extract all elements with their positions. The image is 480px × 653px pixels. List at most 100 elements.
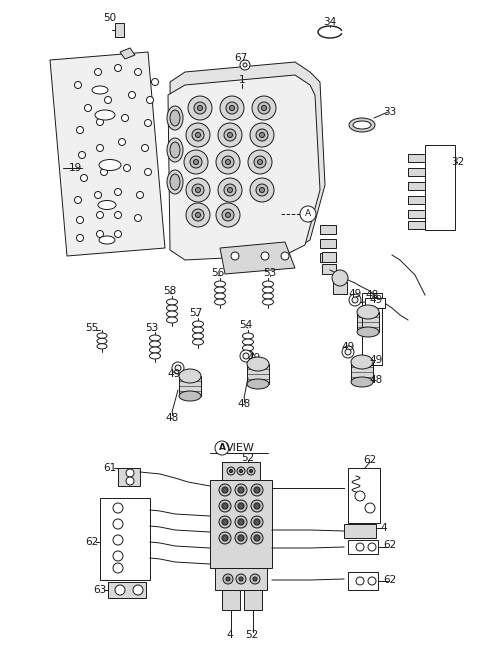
Text: 49: 49	[348, 289, 361, 299]
Text: 49: 49	[370, 355, 383, 365]
Ellipse shape	[215, 293, 226, 299]
Ellipse shape	[242, 333, 253, 339]
Text: 1: 1	[239, 75, 245, 85]
Circle shape	[247, 467, 255, 475]
Text: 62: 62	[85, 537, 98, 547]
Ellipse shape	[167, 138, 183, 162]
Circle shape	[144, 119, 152, 127]
Circle shape	[113, 503, 123, 513]
Text: 58: 58	[163, 286, 177, 296]
Bar	[408, 168, 425, 176]
Circle shape	[96, 231, 104, 238]
Circle shape	[248, 150, 272, 174]
Circle shape	[226, 159, 230, 165]
Text: 48: 48	[238, 399, 251, 409]
Bar	[115, 23, 124, 37]
Text: 53: 53	[264, 268, 276, 278]
Ellipse shape	[170, 174, 180, 190]
Text: 34: 34	[324, 17, 336, 27]
Bar	[333, 282, 347, 294]
Circle shape	[250, 178, 274, 202]
Circle shape	[254, 487, 260, 493]
Circle shape	[113, 535, 123, 545]
Ellipse shape	[92, 86, 108, 94]
Circle shape	[81, 174, 87, 182]
Text: 62: 62	[384, 575, 396, 585]
Circle shape	[186, 178, 210, 202]
Circle shape	[129, 91, 135, 99]
Text: 67: 67	[234, 53, 248, 63]
Circle shape	[256, 184, 268, 196]
Bar	[179, 376, 201, 396]
Circle shape	[219, 500, 231, 512]
Text: 33: 33	[384, 107, 396, 117]
Circle shape	[136, 191, 144, 199]
Circle shape	[300, 206, 316, 222]
Circle shape	[142, 144, 148, 151]
Circle shape	[222, 519, 228, 525]
Ellipse shape	[263, 299, 274, 305]
Circle shape	[365, 503, 375, 513]
Circle shape	[121, 114, 129, 121]
Circle shape	[195, 212, 201, 217]
Bar	[215, 568, 267, 590]
Circle shape	[261, 252, 269, 260]
Ellipse shape	[167, 311, 178, 317]
Circle shape	[184, 150, 208, 174]
Circle shape	[254, 156, 266, 168]
Bar	[100, 498, 150, 580]
Circle shape	[345, 349, 351, 355]
Circle shape	[251, 484, 263, 496]
Circle shape	[250, 123, 274, 147]
Text: 49: 49	[370, 295, 383, 305]
Ellipse shape	[242, 351, 253, 357]
Circle shape	[95, 69, 101, 76]
Circle shape	[254, 519, 260, 525]
Ellipse shape	[351, 377, 373, 387]
Circle shape	[235, 532, 247, 544]
Circle shape	[215, 441, 229, 455]
Circle shape	[186, 203, 210, 227]
Circle shape	[251, 500, 263, 512]
Text: A: A	[305, 210, 311, 219]
Ellipse shape	[167, 317, 178, 323]
Text: 49: 49	[168, 369, 180, 379]
Bar	[408, 154, 425, 162]
Bar	[108, 582, 146, 598]
Text: 32: 32	[451, 157, 465, 167]
Ellipse shape	[167, 305, 178, 311]
Circle shape	[251, 532, 263, 544]
Ellipse shape	[263, 281, 274, 287]
Circle shape	[240, 350, 252, 362]
Circle shape	[356, 543, 364, 551]
Circle shape	[115, 212, 121, 219]
Ellipse shape	[192, 339, 204, 345]
Circle shape	[260, 133, 264, 138]
Ellipse shape	[170, 142, 180, 158]
Circle shape	[223, 574, 233, 584]
Circle shape	[219, 532, 231, 544]
Circle shape	[226, 577, 230, 581]
Circle shape	[220, 96, 244, 120]
Text: 49: 49	[341, 342, 355, 352]
Polygon shape	[170, 62, 325, 258]
Circle shape	[253, 577, 257, 581]
Bar	[344, 524, 376, 538]
Circle shape	[195, 133, 201, 138]
Ellipse shape	[192, 327, 204, 333]
Ellipse shape	[247, 379, 269, 389]
Circle shape	[190, 156, 202, 168]
Ellipse shape	[192, 333, 204, 339]
Circle shape	[224, 129, 236, 141]
Bar	[408, 221, 425, 229]
Circle shape	[74, 82, 82, 89]
Circle shape	[251, 516, 263, 528]
Ellipse shape	[149, 341, 160, 347]
Circle shape	[146, 97, 154, 103]
Ellipse shape	[242, 345, 253, 351]
Circle shape	[186, 123, 210, 147]
Bar	[362, 293, 382, 365]
Circle shape	[227, 467, 235, 475]
Circle shape	[76, 217, 84, 223]
Ellipse shape	[179, 391, 201, 401]
